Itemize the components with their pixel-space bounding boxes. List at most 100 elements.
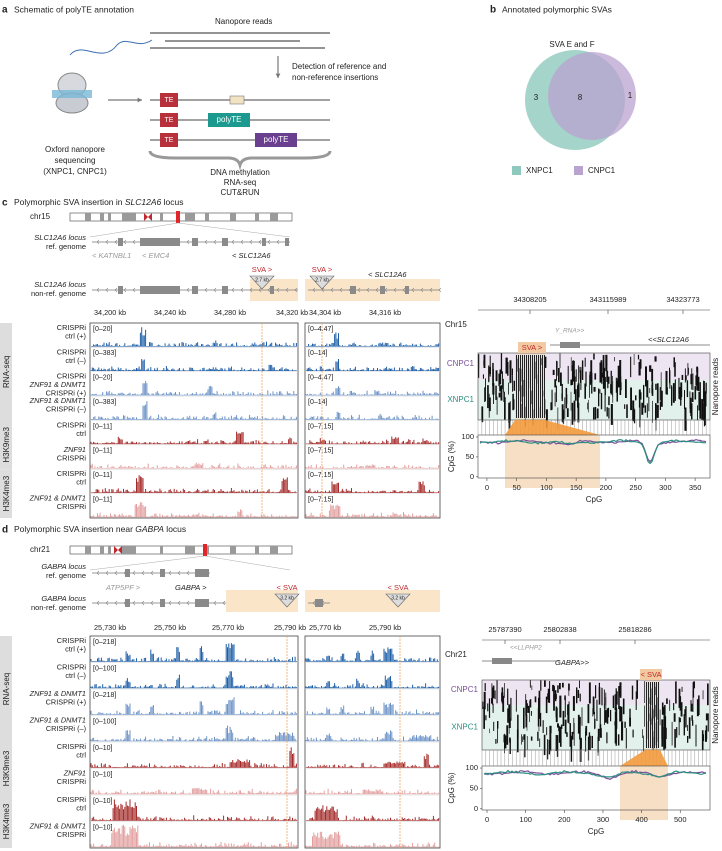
- y-tick-label: 50: [466, 452, 474, 461]
- zoom: [89, 555, 291, 571]
- strand-mark: [177, 600, 181, 606]
- read-call: [488, 397, 491, 412]
- read-call: [574, 389, 577, 401]
- read-call: [499, 369, 502, 385]
- track-range: [0–4.47]: [308, 326, 333, 333]
- read-call: [494, 690, 496, 700]
- insertion-fan: [505, 420, 600, 435]
- read-call: [687, 363, 689, 377]
- strand-mark: [168, 570, 172, 576]
- label: Nanopore reads: [711, 358, 720, 415]
- read-call: [555, 385, 557, 403]
- read-call: [594, 407, 597, 420]
- read-call: [614, 357, 615, 362]
- label: Oxford nanopore: [45, 145, 106, 154]
- strand-mark: [213, 287, 217, 293]
- band: [100, 546, 104, 554]
- read-call: [489, 355, 491, 377]
- read-call: [568, 683, 570, 696]
- strand-mark: [429, 287, 433, 293]
- read-call: [554, 379, 557, 388]
- read-call: [688, 367, 689, 375]
- signal: [305, 411, 440, 420]
- read-call: [633, 409, 636, 424]
- read-call: [631, 685, 634, 700]
- read-call: [529, 702, 531, 708]
- group-label: RNA-seq: [2, 673, 11, 705]
- read-call: [591, 372, 593, 394]
- read-call: [606, 370, 609, 382]
- label: SLC12A6 locus: [34, 280, 86, 289]
- read-call: [644, 705, 645, 727]
- strand-mark: [204, 239, 208, 245]
- read-call: [497, 721, 498, 744]
- group-band: [0, 636, 12, 742]
- x-tick-label: 200: [558, 815, 571, 824]
- strand-mark: [114, 239, 118, 245]
- read-call: [687, 724, 688, 731]
- signal: [306, 805, 440, 821]
- read-call: [630, 356, 632, 378]
- read-call: [696, 373, 698, 391]
- exon: [160, 599, 165, 607]
- signal: [90, 725, 297, 741]
- track-range: [0–383]: [93, 399, 116, 406]
- read-call: [596, 699, 598, 721]
- track-range: [0–7.15]: [308, 496, 333, 503]
- read-call: [656, 383, 659, 404]
- read-call: [663, 727, 665, 751]
- read-call: [591, 735, 593, 748]
- y-tick-label: 100: [465, 763, 478, 772]
- track-label: ctrl: [76, 429, 86, 438]
- read-call: [502, 695, 505, 712]
- read-call: [577, 690, 580, 698]
- sample-label: CNPC1: [447, 359, 475, 368]
- read-call: [605, 355, 608, 366]
- read-call: [534, 355, 535, 418]
- read-call: [707, 683, 709, 706]
- track-label: ctrl: [76, 803, 86, 812]
- label: < KATNBL1: [92, 251, 131, 260]
- read-call: [500, 385, 503, 401]
- label: < SLC12A6: [232, 251, 271, 260]
- read-call: [558, 724, 560, 732]
- read-call: [674, 729, 676, 748]
- read-call: [578, 365, 580, 386]
- read-call: [679, 717, 681, 723]
- read-call: [686, 380, 689, 398]
- read-call: [551, 389, 553, 410]
- read-call: [577, 383, 580, 398]
- track-label: CRISPRi (–): [46, 405, 86, 414]
- strand-mark: [150, 600, 154, 606]
- read-call: [553, 687, 555, 711]
- label: polyTE: [217, 115, 242, 124]
- polyte-box: [208, 113, 250, 127]
- read-call: [599, 707, 601, 731]
- read-call: [616, 691, 618, 705]
- read-call: [555, 708, 558, 723]
- read-call: [587, 736, 590, 761]
- signal: [90, 358, 297, 371]
- read-call: [676, 727, 678, 738]
- strand-mark: [276, 239, 280, 245]
- insertion-tag: [640, 669, 662, 680]
- read-call: [592, 696, 595, 715]
- track-label: CRISPRi: [57, 469, 87, 478]
- x-tick-label: 50: [512, 483, 520, 492]
- track-range: [0–7.15]: [308, 448, 333, 455]
- band: [85, 213, 91, 221]
- read-call: [610, 709, 612, 722]
- read-call: [579, 716, 581, 740]
- read-call: [635, 691, 637, 710]
- label: non-reference insertions: [292, 73, 378, 82]
- read-call: [646, 682, 647, 748]
- read-call: [487, 703, 489, 712]
- read-call: [614, 721, 617, 726]
- exon: [140, 238, 180, 246]
- read-call: [544, 355, 545, 418]
- strand-mark: [375, 287, 379, 293]
- strand-mark: [312, 287, 316, 293]
- label: CpG (%): [447, 441, 456, 472]
- nanopore-device: [52, 39, 153, 114]
- read-call: [585, 731, 586, 741]
